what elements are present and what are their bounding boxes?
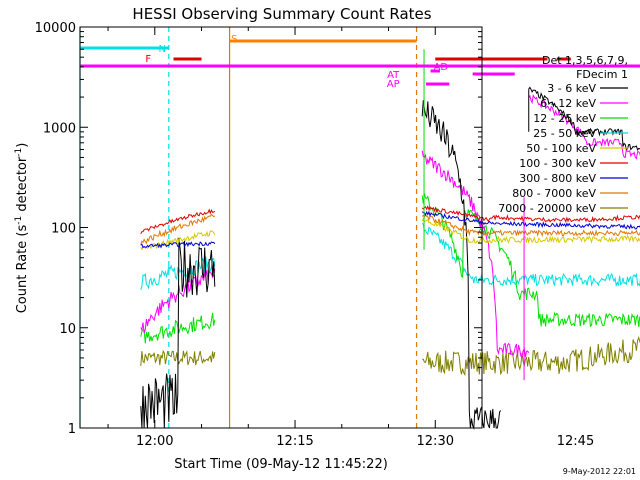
series-800-7000-kev [421, 213, 640, 238]
series-12-25-kev [421, 193, 640, 328]
x-tick-label: 12:45 [557, 434, 594, 449]
legend: Det 1,3,5,6,7,9, FDecim 1 3 - 6 keV 6 - 1… [498, 54, 628, 215]
x-tick-label: 12:30 [417, 434, 454, 449]
y-axis: 1 10 100 1000 10000 [35, 21, 482, 437]
legend-label: 50 - 100 keV [526, 142, 596, 155]
series-100-300-kev [421, 205, 640, 223]
series-300-800-kev [421, 210, 640, 230]
flag-label-ap: AP [387, 79, 400, 90]
flag-label-s: S [231, 34, 237, 45]
series-6-12-kev [140, 268, 216, 334]
legend-label: 800 - 7000 keV [512, 187, 596, 200]
series-3-6-kev [528, 86, 640, 151]
plot-frame [79, 26, 483, 429]
series-6-12-kev [528, 94, 640, 160]
y-axis-label-end: ) [15, 143, 30, 148]
legend-label: 3 - 6 keV [547, 82, 596, 95]
y-axis-label: Count Rate (s-1 detector-1) [14, 143, 30, 314]
legend-label: 100 - 300 keV [519, 157, 596, 170]
flag-label-n: N [159, 44, 166, 55]
series-100-300-kev [140, 208, 216, 235]
y-axis-label-mid: detector [15, 156, 30, 216]
y-axis-label-sup2: -1 [14, 148, 24, 157]
legend-label: 7000 - 20000 keV [498, 202, 596, 215]
flag-label-ad: AD [434, 62, 449, 73]
legend-label: 25 - 50 keV [533, 127, 596, 140]
series-25-50-kev [140, 256, 216, 290]
chart-title: HESSI Observing Summary Count Rates [132, 5, 431, 23]
series-6-12-kev [421, 150, 530, 358]
y-tick-label: 10 [59, 322, 76, 337]
y-tick-label: 1000 [43, 121, 76, 136]
series-3-6-kev [140, 237, 216, 429]
y-axis-label-sup1: -1 [14, 216, 24, 225]
series-50-100-kev [421, 217, 640, 245]
y-tick-label: 100 [51, 222, 76, 237]
y-tick-label: 10000 [35, 21, 76, 36]
series-3-6-kev [421, 100, 502, 430]
flag-label-f: F [145, 54, 151, 65]
x-tick-label: 12:00 [136, 434, 173, 449]
legend-label: 300 - 800 keV [519, 172, 596, 185]
series-800-7000-kev [140, 213, 216, 245]
legend-header-2: FDecim 1 [576, 68, 628, 81]
series-7000-20000-kev [422, 336, 640, 377]
series-300-800-kev [140, 241, 216, 249]
legend-label: 12 - 25 keV [533, 112, 596, 125]
legend-label: 6 - 12 keV [540, 97, 596, 110]
series-50-100-kev [140, 230, 216, 251]
legend-header-1: Det 1,3,5,6,7,9, [542, 54, 628, 67]
series-25-50-kev [421, 222, 640, 288]
y-axis-label-main: Count Rate (s [15, 225, 30, 314]
x-tick-label: 12:15 [276, 434, 313, 449]
x-axis-label: Start Time (09-May-12 11:45:22) [174, 457, 388, 472]
flag-label-at: AT [387, 70, 400, 81]
footer-date: 9-May-2012 22:01 [563, 467, 636, 476]
y-tick-label: 1 [68, 422, 76, 437]
